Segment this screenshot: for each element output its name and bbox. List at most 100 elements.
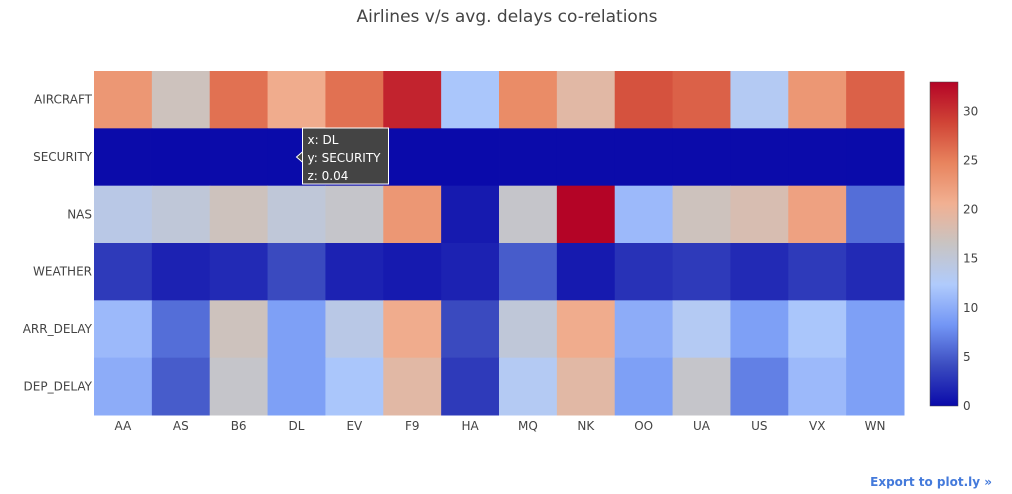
- heatmap-cell-nas-us[interactable]: [730, 185, 789, 244]
- heatmap-cell-arr_delay-oo[interactable]: [614, 300, 674, 359]
- heatmap-cell-security-aa[interactable]: [94, 128, 153, 187]
- heatmap-cell-arr_delay-dl[interactable]: [267, 300, 326, 359]
- heatmap-cell-weather-ha[interactable]: [441, 243, 500, 301]
- x-tick-label: AS: [173, 419, 189, 433]
- heatmap-cell-arr_delay-vx[interactable]: [788, 300, 847, 359]
- heatmap-cells[interactable]: [94, 71, 905, 416]
- x-tick-label: F9: [405, 419, 420, 433]
- x-tick-label: HA: [461, 419, 479, 433]
- heatmap-cell-nas-mq[interactable]: [499, 185, 558, 244]
- x-tick-label: B6: [231, 419, 247, 433]
- heatmap-cell-nas-as[interactable]: [151, 185, 211, 244]
- heatmap-cell-aircraft-ua[interactable]: [672, 71, 731, 129]
- heatmap-cell-dep_delay-oo[interactable]: [614, 357, 674, 416]
- heatmap-cell-dep_delay-b6[interactable]: [209, 357, 269, 416]
- heatmap-cell-arr_delay-ev[interactable]: [325, 300, 384, 359]
- tooltip-z: z: 0.04: [308, 169, 349, 183]
- heatmap-cell-arr_delay-aa[interactable]: [94, 300, 153, 359]
- heatmap-cell-security-as[interactable]: [151, 128, 211, 187]
- heatmap-cell-nas-ua[interactable]: [672, 185, 731, 244]
- x-tick-label: NK: [577, 419, 595, 433]
- heatmap-cell-weather-mq[interactable]: [499, 243, 558, 301]
- heatmap-cell-security-vx[interactable]: [788, 128, 847, 187]
- heatmap-cell-weather-as[interactable]: [151, 243, 211, 301]
- heatmap-cell-dep_delay-dl[interactable]: [267, 357, 326, 416]
- heatmap-cell-arr_delay-nk[interactable]: [556, 300, 616, 359]
- heatmap-cell-nas-aa[interactable]: [94, 185, 153, 244]
- heatmap-cell-aircraft-as[interactable]: [151, 71, 211, 129]
- heatmap-cell-nas-f9[interactable]: [383, 185, 442, 244]
- hover-tooltip: x: DL y: SECURITY z: 0.04: [295, 127, 389, 185]
- x-tick-label: OO: [634, 419, 653, 433]
- heatmap-cell-nas-dl[interactable]: [267, 185, 326, 244]
- heatmap-cell-aircraft-ha[interactable]: [441, 71, 500, 129]
- heatmap-cell-security-b6[interactable]: [209, 128, 269, 187]
- heatmap-cell-nas-vx[interactable]: [788, 185, 847, 244]
- heatmap-cell-aircraft-aa[interactable]: [94, 71, 153, 129]
- heatmap-cell-dep_delay-us[interactable]: [730, 357, 789, 416]
- heatmap-cell-security-f9[interactable]: [383, 128, 442, 187]
- x-tick-label: VX: [809, 419, 825, 433]
- heatmap-cell-aircraft-nk[interactable]: [556, 71, 616, 129]
- heatmap-cell-aircraft-mq[interactable]: [499, 71, 558, 129]
- heatmap-cell-arr_delay-ha[interactable]: [441, 300, 500, 359]
- heatmap-cell-dep_delay-ua[interactable]: [672, 357, 731, 416]
- heatmap-cell-aircraft-f9[interactable]: [383, 71, 442, 129]
- heatmap-cell-weather-ev[interactable]: [325, 243, 384, 301]
- heatmap-cell-arr_delay-b6[interactable]: [209, 300, 269, 359]
- x-tick-label: EV: [346, 419, 363, 433]
- heatmap-cell-arr_delay-f9[interactable]: [383, 300, 442, 359]
- heatmap-cell-aircraft-us[interactable]: [730, 71, 789, 129]
- heatmap-cell-dep_delay-wn[interactable]: [846, 357, 905, 416]
- heatmap-cell-security-ha[interactable]: [441, 128, 500, 187]
- heatmap-cell-weather-wn[interactable]: [846, 243, 905, 301]
- heatmap-cell-aircraft-ev[interactable]: [325, 71, 384, 129]
- heatmap-cell-dep_delay-as[interactable]: [151, 357, 211, 416]
- heatmap-cell-dep_delay-nk[interactable]: [556, 357, 616, 416]
- heatmap-cell-nas-oo[interactable]: [614, 185, 674, 244]
- heatmap-cell-weather-f9[interactable]: [383, 243, 442, 301]
- heatmap-cell-aircraft-oo[interactable]: [614, 71, 674, 129]
- heatmap-cell-security-us[interactable]: [730, 128, 789, 187]
- tooltip-x: x: DL: [308, 133, 339, 147]
- colorbar-tick-label: 25: [963, 154, 978, 168]
- heatmap-cell-weather-b6[interactable]: [209, 243, 269, 301]
- colorbar-tick-label: 15: [963, 252, 978, 266]
- heatmap-cell-dep_delay-aa[interactable]: [94, 357, 153, 416]
- heatmap-cell-aircraft-wn[interactable]: [846, 71, 905, 129]
- y-tick-label: DEP_DELAY: [24, 379, 93, 393]
- heatmap-cell-weather-vx[interactable]: [788, 243, 847, 301]
- heatmap-cell-security-oo[interactable]: [614, 128, 674, 187]
- heatmap-cell-nas-nk[interactable]: [556, 185, 616, 244]
- heatmap-cell-arr_delay-mq[interactable]: [499, 300, 558, 359]
- heatmap-cell-dep_delay-mq[interactable]: [499, 357, 558, 416]
- heatmap-cell-aircraft-vx[interactable]: [788, 71, 847, 129]
- heatmap-cell-aircraft-b6[interactable]: [209, 71, 269, 129]
- heatmap-cell-security-wn[interactable]: [846, 128, 905, 187]
- heatmap-cell-security-nk[interactable]: [556, 128, 616, 187]
- heatmap-cell-arr_delay-wn[interactable]: [846, 300, 905, 359]
- heatmap-cell-weather-dl[interactable]: [267, 243, 326, 301]
- heatmap-cell-arr_delay-us[interactable]: [730, 300, 789, 359]
- heatmap-cell-weather-nk[interactable]: [556, 243, 616, 301]
- heatmap-cell-weather-oo[interactable]: [614, 243, 674, 301]
- x-axis-labels: AA AS B6 DL EV F9 HA MQ NK OO UA US VX WN: [115, 419, 886, 433]
- export-to-plotly-link[interactable]: Export to plot.ly »: [870, 475, 992, 489]
- heatmap-cell-security-ua[interactable]: [672, 128, 731, 187]
- colorbar-tick-label: 20: [963, 203, 978, 217]
- heatmap-cell-dep_delay-f9[interactable]: [383, 357, 442, 416]
- heatmap-cell-nas-ha[interactable]: [441, 185, 500, 244]
- heatmap-cell-arr_delay-ua[interactable]: [672, 300, 731, 359]
- heatmap-cell-security-mq[interactable]: [499, 128, 558, 187]
- heatmap-cell-dep_delay-ha[interactable]: [441, 357, 500, 416]
- heatmap-cell-weather-aa[interactable]: [94, 243, 153, 301]
- heatmap-cell-weather-us[interactable]: [730, 243, 789, 301]
- heatmap-cell-nas-b6[interactable]: [209, 185, 269, 244]
- heatmap-cell-arr_delay-as[interactable]: [151, 300, 211, 359]
- heatmap-cell-aircraft-dl[interactable]: [267, 71, 326, 129]
- heatmap-cell-weather-ua[interactable]: [672, 243, 731, 301]
- heatmap-cell-nas-ev[interactable]: [325, 185, 384, 244]
- heatmap-cell-nas-wn[interactable]: [846, 185, 905, 244]
- heatmap-cell-dep_delay-vx[interactable]: [788, 357, 847, 416]
- heatmap-cell-dep_delay-ev[interactable]: [325, 357, 384, 416]
